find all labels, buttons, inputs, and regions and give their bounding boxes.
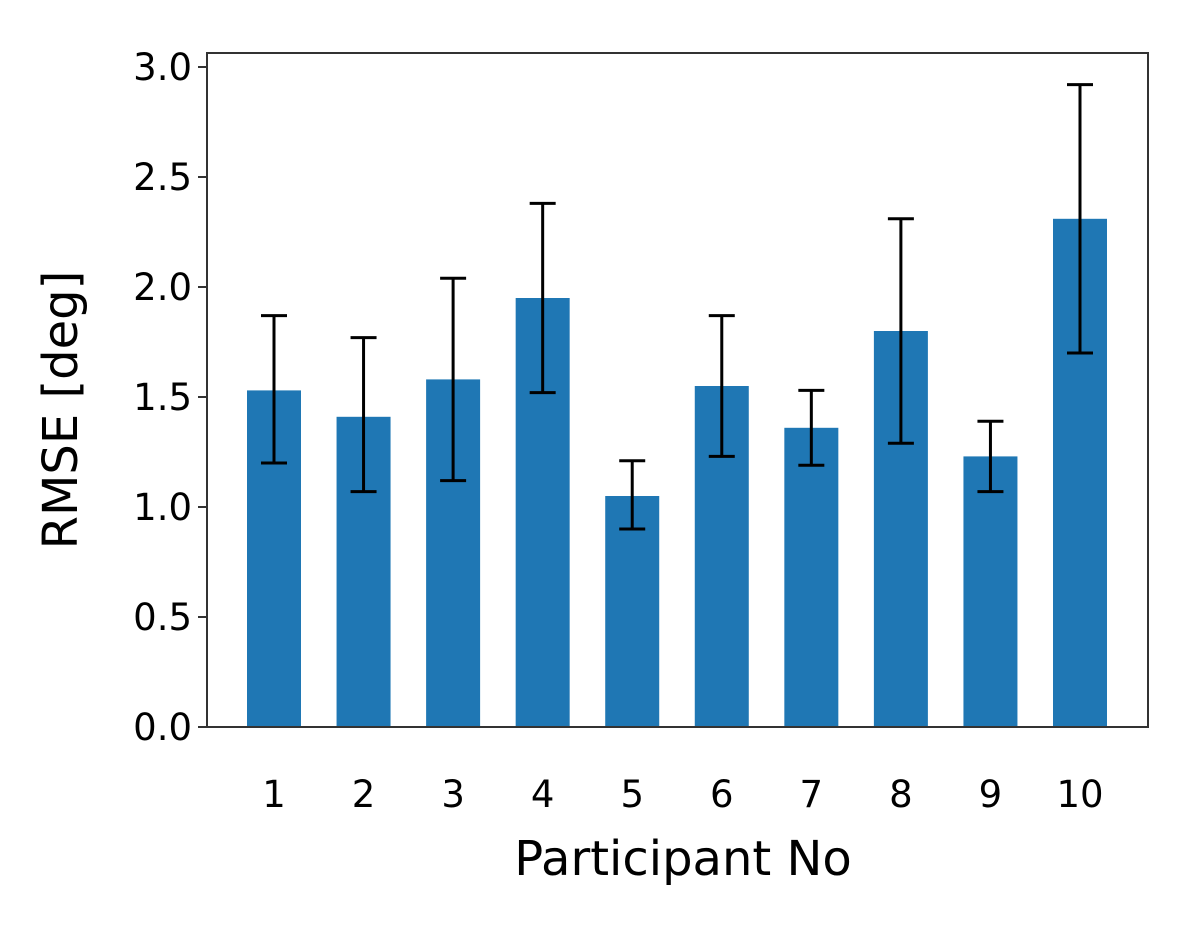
x-tick-label: 10 <box>1056 773 1103 816</box>
x-tick-label: 2 <box>352 773 376 816</box>
y-tick-label: 0.5 <box>133 596 192 639</box>
y-tick-label: 1.5 <box>133 376 192 419</box>
x-axis-label: Participant No <box>514 831 851 887</box>
error-bar-participant-8 <box>887 217 914 445</box>
error-bar-participant-10 <box>1067 83 1093 355</box>
y-axis-ticks: 0.0 0.5 1.0 1.5 2.0 2.5 3.0 <box>133 46 207 749</box>
x-tick-label: 1 <box>262 773 286 816</box>
error-bar-participant-4 <box>529 201 556 395</box>
y-tick-label: 1.0 <box>133 486 192 529</box>
x-tick-label: 8 <box>889 773 913 816</box>
y-tick-label: 3.0 <box>133 46 192 89</box>
y-tick-label: 2.0 <box>133 266 192 309</box>
error-bar-participant-2 <box>350 336 377 494</box>
error-bar-participant-7 <box>798 388 825 467</box>
x-tick-label: 4 <box>531 773 555 816</box>
bar-participant-9 <box>963 456 1018 727</box>
x-tick-label: 6 <box>710 773 734 816</box>
error-bar-participant-1 <box>261 314 287 465</box>
y-tick-label: 2.5 <box>133 156 192 199</box>
plot-frame <box>206 52 1149 728</box>
x-tick-label: 3 <box>441 773 465 816</box>
y-tick-label: 0.0 <box>133 706 192 749</box>
x-tick-label: 9 <box>979 773 1003 816</box>
bar-participant-5 <box>605 496 660 727</box>
y-axis-label: RMSE [deg] <box>33 271 89 550</box>
error-bars-layer <box>261 83 1093 531</box>
error-bar-participant-5 <box>619 459 646 531</box>
bars-layer <box>247 218 1107 728</box>
bar-participant-7 <box>784 427 839 727</box>
error-bar-participant-6 <box>708 314 735 458</box>
x-tick-label: 7 <box>800 773 824 816</box>
error-bar-participant-3 <box>440 276 467 483</box>
error-bar-participant-9 <box>977 419 1004 494</box>
x-tick-label: 5 <box>620 773 644 816</box>
x-axis-ticks: 1 2 3 4 5 6 7 8 9 10 <box>262 773 1103 816</box>
